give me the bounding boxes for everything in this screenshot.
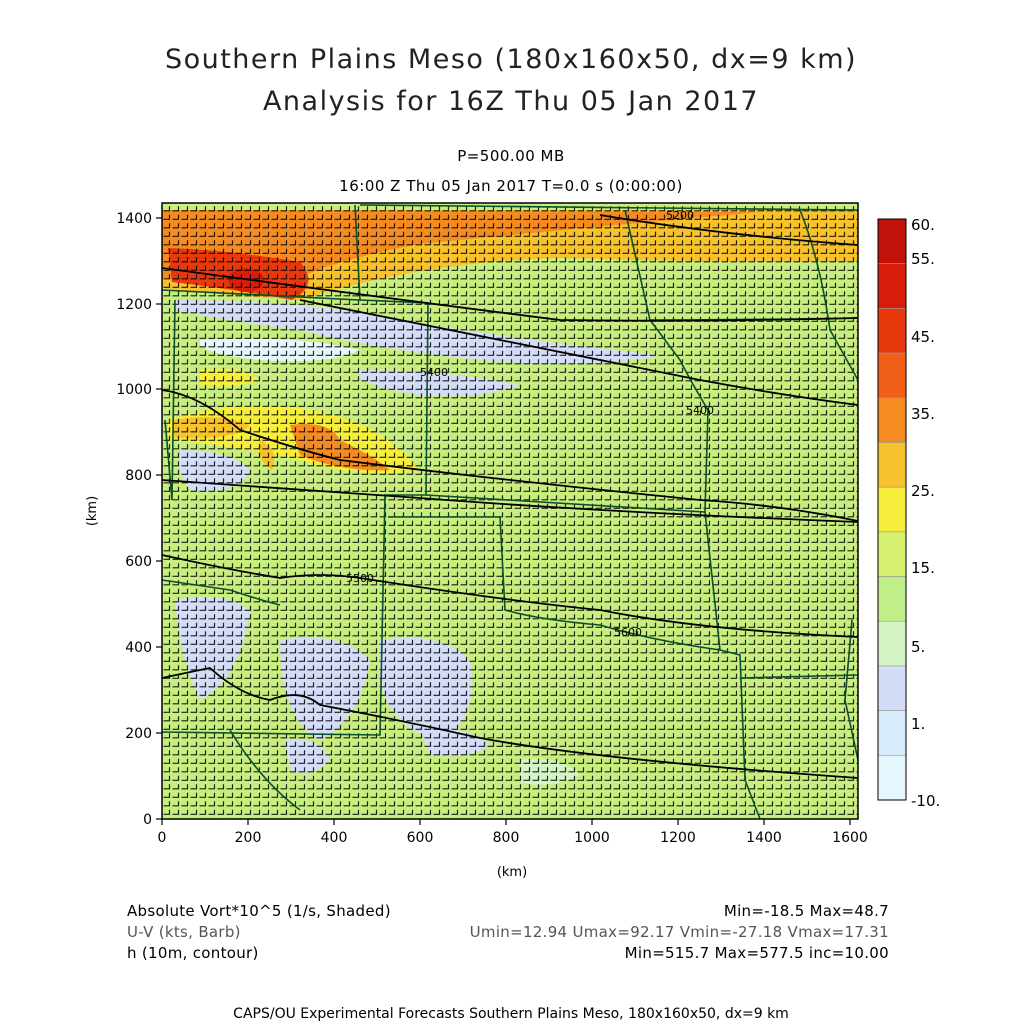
colorbar [877, 218, 907, 801]
y-tick-label: 600 [125, 554, 152, 570]
y-tick-label: 1000 [116, 382, 152, 398]
contour-5600-top [599, 214, 858, 246]
colorbar-label: 15. [911, 559, 935, 577]
x-tick-label: 400 [321, 830, 348, 846]
colorbar-swatch [877, 531, 907, 577]
barb-stats: Umin=12.94 Umax=92.17 Vmin=-27.18 Vmax=1… [469, 923, 889, 941]
y-tick-label: 200 [125, 726, 152, 742]
contour-label: 5400 [420, 366, 448, 379]
boundary-ar-ms [739, 674, 858, 679]
contour-label: 5500 [346, 572, 374, 585]
x-tick-label: 200 [235, 830, 262, 846]
colorbar-label: 35. [911, 405, 935, 423]
vorticity-shading: 5200 5400 5400 5500 5600 [162, 203, 858, 819]
colorbar-label: 1. [911, 715, 925, 733]
colorbar-swatch [877, 755, 907, 801]
colorbar-label: 60. [911, 216, 935, 234]
y-tick-label: 400 [125, 640, 152, 656]
boundary-ks-mo [425, 209, 709, 513]
plot-subtitle: Analysis for 16Z Thu 05 Jan 2017 [262, 86, 760, 117]
x-tick-label: 800 [493, 830, 520, 846]
colorbar-swatch [877, 442, 907, 488]
credit-line: CAPS/OU Experimental Forecasts Southern … [233, 1006, 789, 1022]
contour-label: 5400 [686, 404, 714, 417]
boundary-east [844, 619, 858, 761]
height-contours [162, 214, 858, 779]
y-tick-label: 800 [125, 468, 152, 484]
contour-5500b [162, 479, 858, 523]
boundary-il [799, 209, 858, 381]
y-tick-label: 0 [143, 812, 152, 828]
boundary-north [359, 204, 858, 211]
contour-5700-a [162, 267, 858, 322]
boundary-az-2 [162, 579, 281, 606]
x-tick-label: 1000 [574, 830, 610, 846]
colorbar-swatch [877, 218, 907, 264]
field-barb-label: U-V (kts, Barb) [127, 923, 241, 941]
boundary-mexico [229, 729, 301, 811]
colorbar-swatch [877, 665, 907, 711]
x-tick-label: 1600 [832, 830, 868, 846]
y-tick-label: 1200 [116, 297, 152, 313]
colorbar-swatch [877, 576, 907, 622]
colorbar-label: 25. [911, 482, 935, 500]
colorbar-swatch [877, 263, 907, 309]
shaded-stats: Min=-18.5 Max=48.7 [723, 902, 889, 920]
boundary-ok [388, 516, 721, 651]
plot-frame [161, 202, 859, 820]
contour-5400-n [299, 299, 858, 406]
colorbar-label: -10. [911, 792, 940, 810]
colorbar-label: 55. [911, 250, 935, 268]
contour-label: 5600 [614, 626, 642, 639]
contour-5500 [162, 389, 858, 522]
colorbar-labels: 60. 55. 45. 35. 25. 15. 5. 1. -10. [911, 216, 940, 810]
x-tick-label: 0 [158, 830, 167, 846]
colorbar-swatch [877, 397, 907, 443]
boundary-az [164, 299, 176, 501]
plot-title: Southern Plains Meso (180x160x50, dx=9 k… [164, 44, 858, 75]
colorbar-swatch [877, 486, 907, 533]
colorbar-frame [877, 218, 907, 801]
contour-labels: 5200 5400 5400 5500 5600 [346, 209, 714, 639]
boundary-ar-la [704, 511, 761, 819]
colorbar-swatch [877, 308, 907, 354]
x-tick-label: 1200 [660, 830, 696, 846]
colorbar-swatch [877, 352, 907, 399]
colorbar-swatch [877, 710, 907, 756]
field-contour-label: h (10m, contour) [127, 944, 259, 962]
field-shaded-label: Absolute Vort*10^5 (1/s, Shaded) [127, 902, 391, 920]
x-axis-label: (km) [497, 865, 527, 880]
colorbar-label: 5. [911, 638, 925, 656]
y-axis-label: (km) [85, 496, 100, 526]
contour-5400 [162, 554, 858, 638]
y-tick-label: 1400 [116, 211, 152, 227]
x-tick-label: 1400 [746, 830, 782, 846]
contour-stats: Min=515.7 Max=577.5 inc=10.00 [624, 944, 889, 962]
x-tick-labels: 0 200 400 600 800 1000 1200 1400 1600 [158, 830, 868, 846]
axis-ticks [156, 217, 851, 825]
contour-label: 5200 [666, 209, 694, 222]
colorbar-swatch [877, 620, 907, 667]
pressure-level: P=500.00 MB [457, 147, 565, 165]
contour-5200 [162, 667, 858, 779]
y-tick-labels: 0 200 400 600 800 1000 1200 1400 [116, 211, 152, 828]
x-tick-label: 600 [407, 830, 434, 846]
valid-time: 16:00 Z Thu 05 Jan 2017 T=0.0 s (0:00:00… [339, 177, 683, 195]
colorbar-label: 45. [911, 328, 935, 346]
